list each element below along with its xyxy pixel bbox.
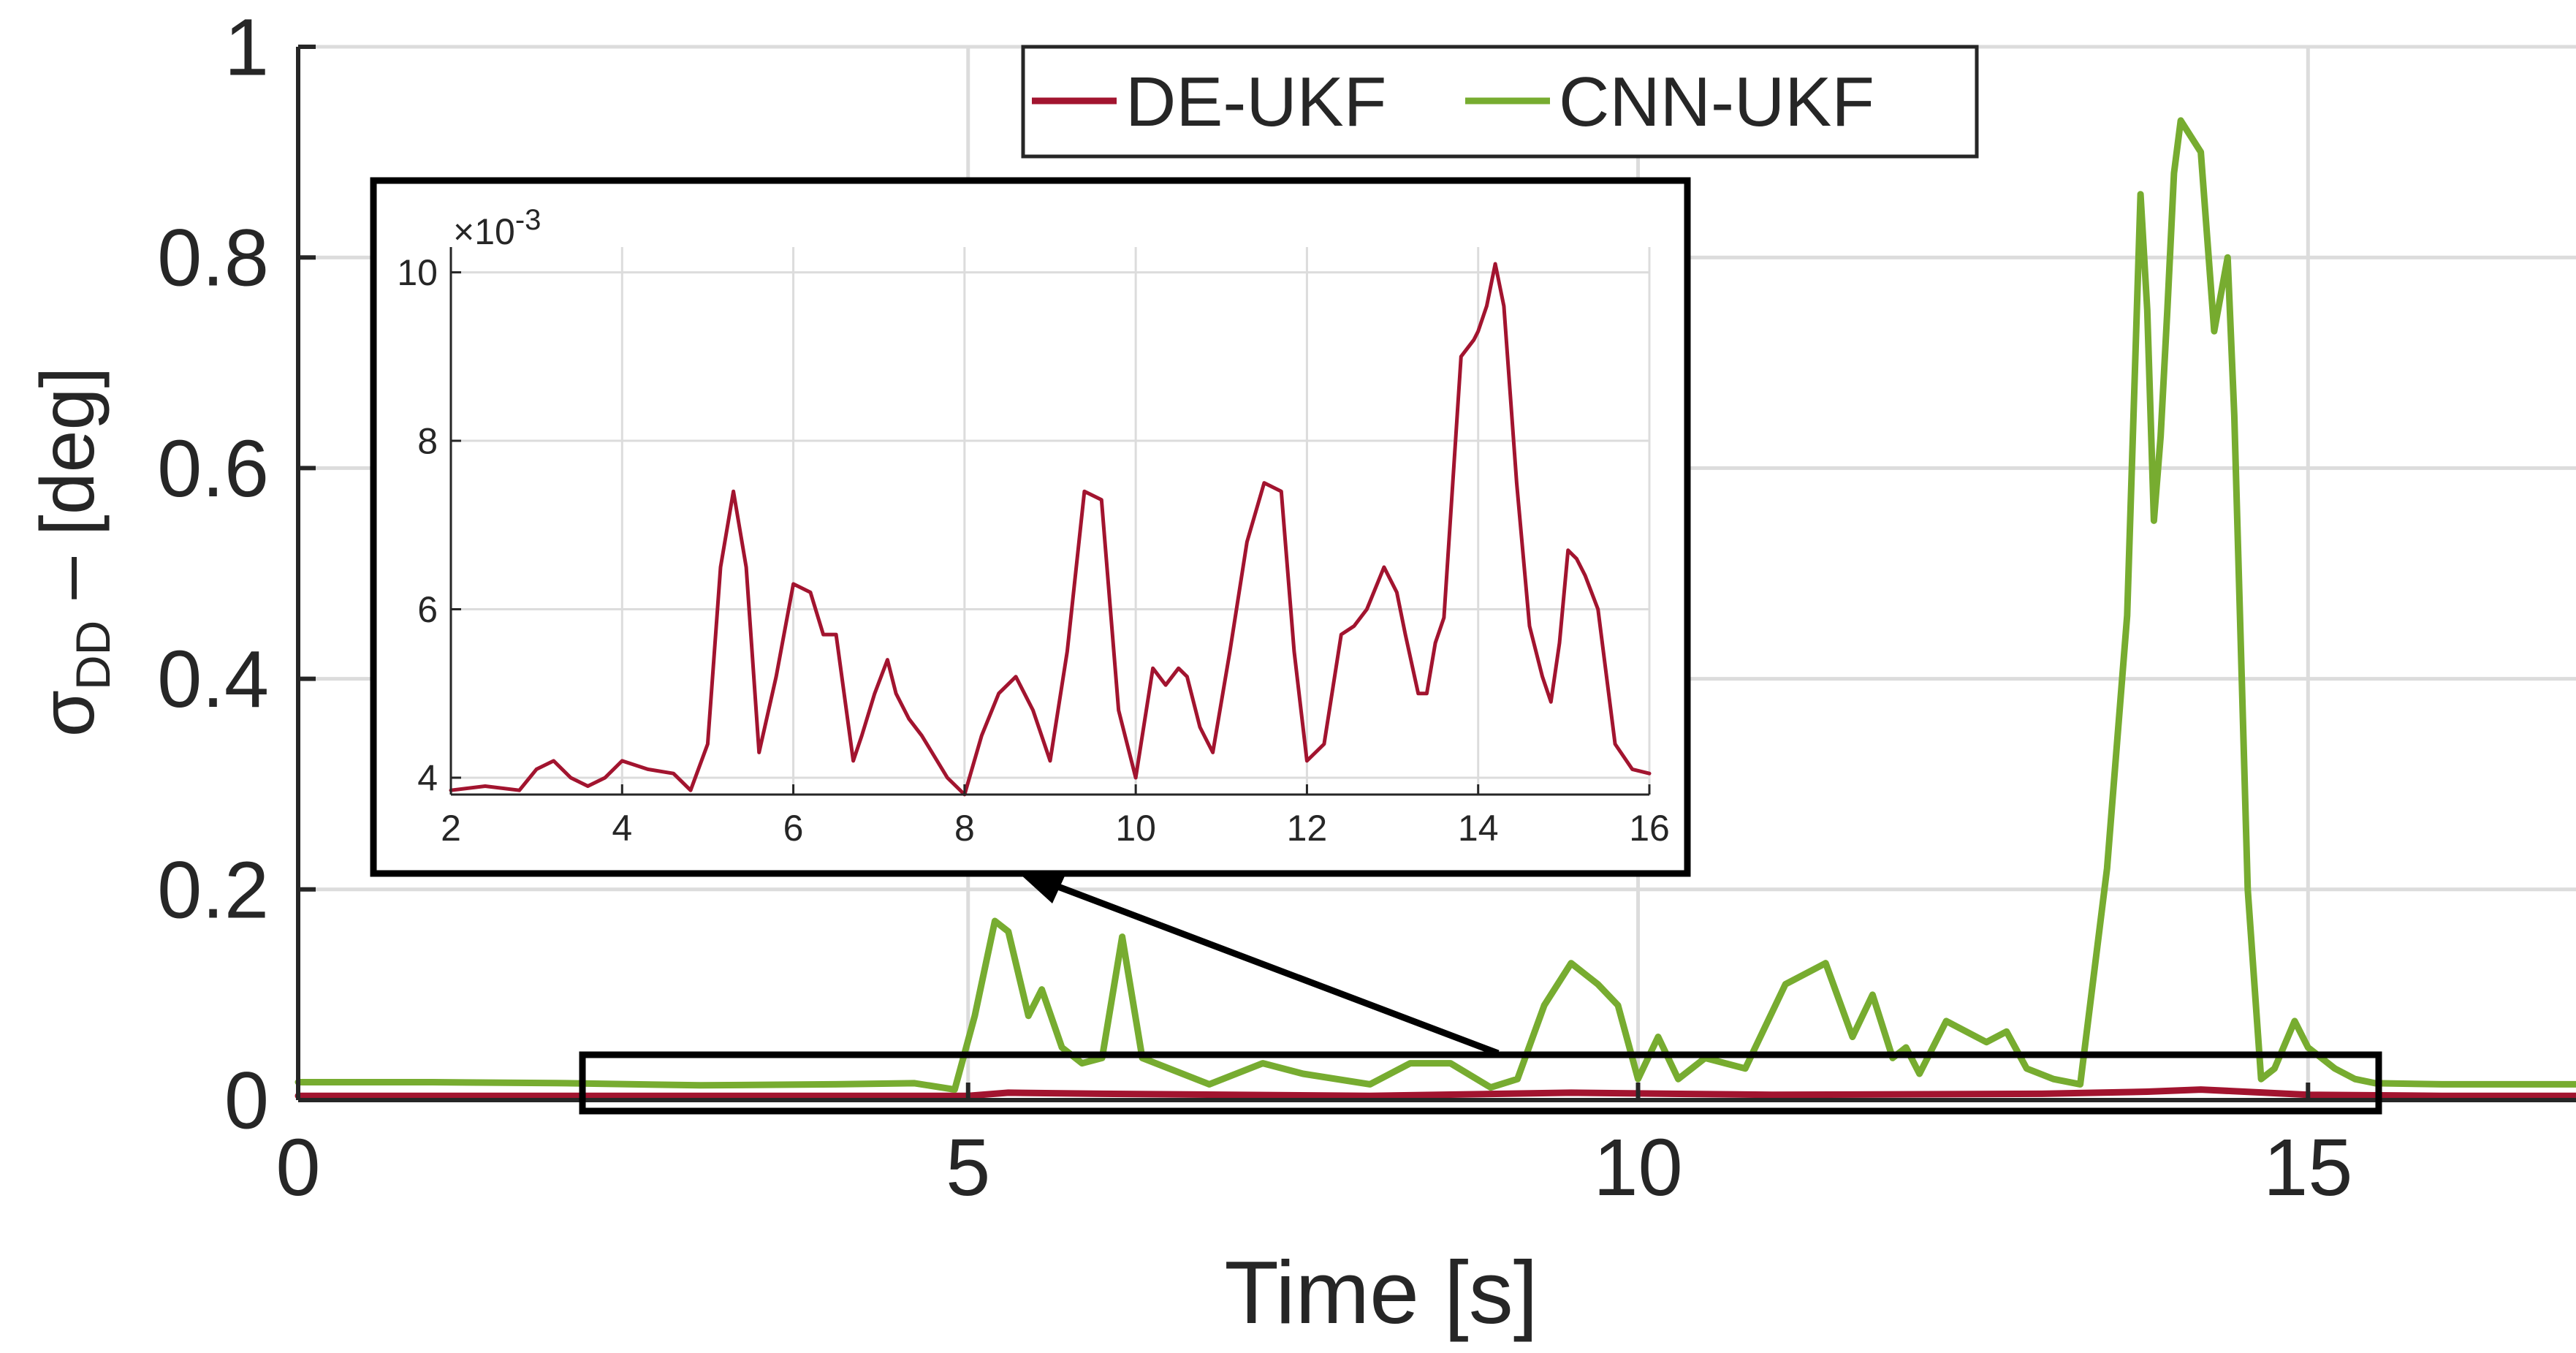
inset-series-group <box>449 262 1652 797</box>
inset-xtick-label: 12 <box>1287 808 1328 849</box>
zoom-arrow <box>1019 871 1500 1057</box>
main-axes: 0 5 10 15 0 0.2 0.4 0.6 0.8 1 <box>157 3 2576 1213</box>
main-series-group <box>295 117 2576 1099</box>
y-axis-label-subscript: DD <box>66 621 120 690</box>
inset-exponent-label: ×10-3 <box>453 204 541 252</box>
inset-series-de-ukf <box>449 262 1652 797</box>
main-ytick-label: 0.6 <box>157 424 269 514</box>
inset-xtick-label: 2 <box>441 808 461 849</box>
y-axis-label-unit: – [deg] <box>26 367 110 621</box>
inset-exponent-power: -3 <box>515 204 542 236</box>
inset-xtick-label: 10 <box>1115 808 1156 849</box>
main-ytick-label: 0 <box>224 1056 269 1146</box>
x-axis-label: Time [s] <box>1224 1243 1538 1342</box>
legend: DE-UKF CNN-UKF <box>1021 45 1979 159</box>
legend-label-cnn-ukf: CNN-UKF <box>1559 63 1874 141</box>
main-series-cnn-ukf <box>295 117 2576 1094</box>
main-xtick-label: 0 <box>276 1123 320 1213</box>
inset-xtick-label: 6 <box>783 808 804 849</box>
inset-ytick-label: 6 <box>417 589 438 630</box>
legend-label-de-ukf: DE-UKF <box>1125 63 1386 141</box>
main-xtick-label: 5 <box>946 1123 990 1213</box>
main-ytick-label: 0.4 <box>157 634 269 724</box>
inset-ytick-label: 8 <box>417 421 438 462</box>
main-series-de-ukf <box>295 1086 2576 1099</box>
inset-xtick-label: 16 <box>1629 808 1670 849</box>
inset-xtick-label: 8 <box>954 808 975 849</box>
main-ytick-label: 1 <box>224 3 269 93</box>
inset-background <box>370 177 1691 877</box>
inset-exponent-base: ×10 <box>453 211 515 252</box>
svg-text:×10-3: ×10-3 <box>453 204 541 252</box>
y-axis-label: σDD – [deg] <box>26 367 120 737</box>
zoom-box <box>579 1051 2382 1115</box>
inset-ytick-label: 10 <box>397 252 438 293</box>
inset-xtick-label: 14 <box>1458 808 1499 849</box>
main-ytick-label: 0.8 <box>157 213 269 303</box>
main-ytick-label: 0.2 <box>157 845 269 935</box>
main-xtick-label: 10 <box>1593 1123 1682 1213</box>
svg-text:σDD – [deg]: σDD – [deg] <box>26 367 120 737</box>
inset-grid <box>449 247 1651 795</box>
y-axis-label-symbol: σ <box>26 690 110 737</box>
main-xtick-label: 15 <box>2263 1123 2352 1213</box>
inset-ytick-label: 4 <box>417 757 438 798</box>
inset-xtick-label: 4 <box>612 808 632 849</box>
